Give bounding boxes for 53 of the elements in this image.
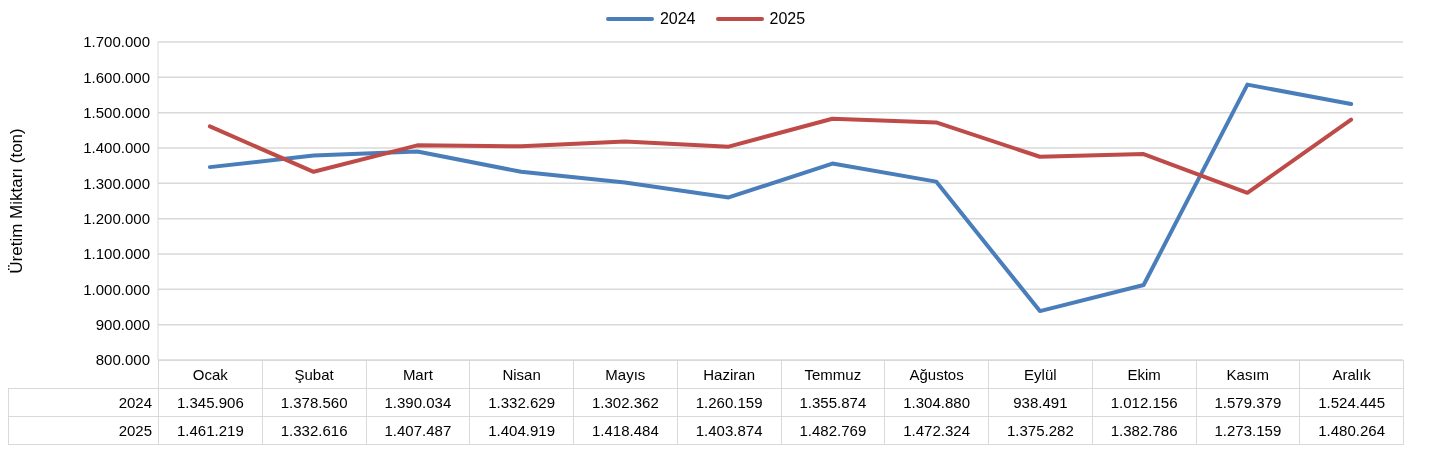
data-label: 1.407.487: [366, 416, 470, 445]
data-label: 1.375.282: [988, 416, 1093, 445]
data-label: 1.378.560: [262, 388, 366, 417]
y-tick-label: 1.300.000: [83, 174, 150, 192]
x-tick-label: Kasım: [1196, 360, 1300, 389]
y-tick-label: 1.000.000: [83, 280, 150, 298]
x-tick-label: Ağustos: [884, 360, 989, 389]
y-tick-label: 1.700.000: [83, 33, 150, 51]
x-tick-label: Ocak: [158, 360, 263, 389]
data-label: 1.403.874: [677, 416, 781, 445]
data-label: 1.273.159: [1196, 416, 1300, 445]
x-tick-label: Eylül: [988, 360, 1093, 389]
data-label: 1.012.156: [1092, 388, 1196, 417]
x-tick-label: Aralık: [1299, 360, 1404, 389]
data-label: 1.418.484: [573, 416, 678, 445]
y-tick-label: 1.100.000: [83, 245, 150, 263]
x-tick-label: Şubat: [262, 360, 366, 389]
line-series: [207, 82, 1354, 314]
data-label: 938.491: [988, 388, 1093, 417]
data-label: 1.472.324: [884, 416, 989, 445]
y-tick-label: 1.600.000: [83, 68, 150, 86]
y-tick-label: 1.200.000: [83, 209, 150, 227]
data-label: 1.304.880: [884, 388, 989, 417]
x-tick-label: Mart: [366, 360, 470, 389]
data-label: 1.482.769: [781, 416, 885, 445]
legend-label: 2025: [768, 10, 806, 28]
legend-label: 2024: [658, 10, 696, 28]
y-axis-title: Üretim Miktarı (ton): [7, 128, 27, 274]
data-label: 1.382.786: [1092, 416, 1196, 445]
data-label: 1.461.219: [158, 416, 263, 445]
x-tick-label: Haziran: [677, 360, 781, 389]
x-tick-label: Nisan: [469, 360, 574, 389]
data-label: 1.355.874: [781, 388, 885, 417]
x-tick-label: Ekim: [1092, 360, 1196, 389]
y-tick-label: 800.000: [95, 351, 150, 369]
y-tick-label: 900.000: [95, 315, 150, 333]
line-series: [207, 116, 1354, 195]
text: 2024: [118, 394, 152, 411]
y-tick-label: 1.500.000: [83, 103, 150, 121]
data-label: 1.332.629: [469, 388, 574, 417]
data-label: 1.579.379: [1196, 388, 1300, 417]
data-label: 1.480.264: [1299, 416, 1404, 445]
data-label: 1.260.159: [677, 388, 781, 417]
x-tick-label: Mayıs: [573, 360, 678, 389]
data-label: 1.390.034: [366, 388, 470, 417]
data-label: 1.332.616: [262, 416, 366, 445]
data-label: 1.524.445: [1299, 388, 1404, 417]
data-label: 1.302.362: [573, 388, 678, 417]
text: 2025: [118, 422, 152, 439]
data-label: 1.404.919: [469, 416, 574, 445]
data-label: 1.345.906: [158, 388, 263, 417]
x-tick-label: Temmuz: [781, 360, 885, 389]
y-tick-label: 1.400.000: [83, 139, 150, 157]
